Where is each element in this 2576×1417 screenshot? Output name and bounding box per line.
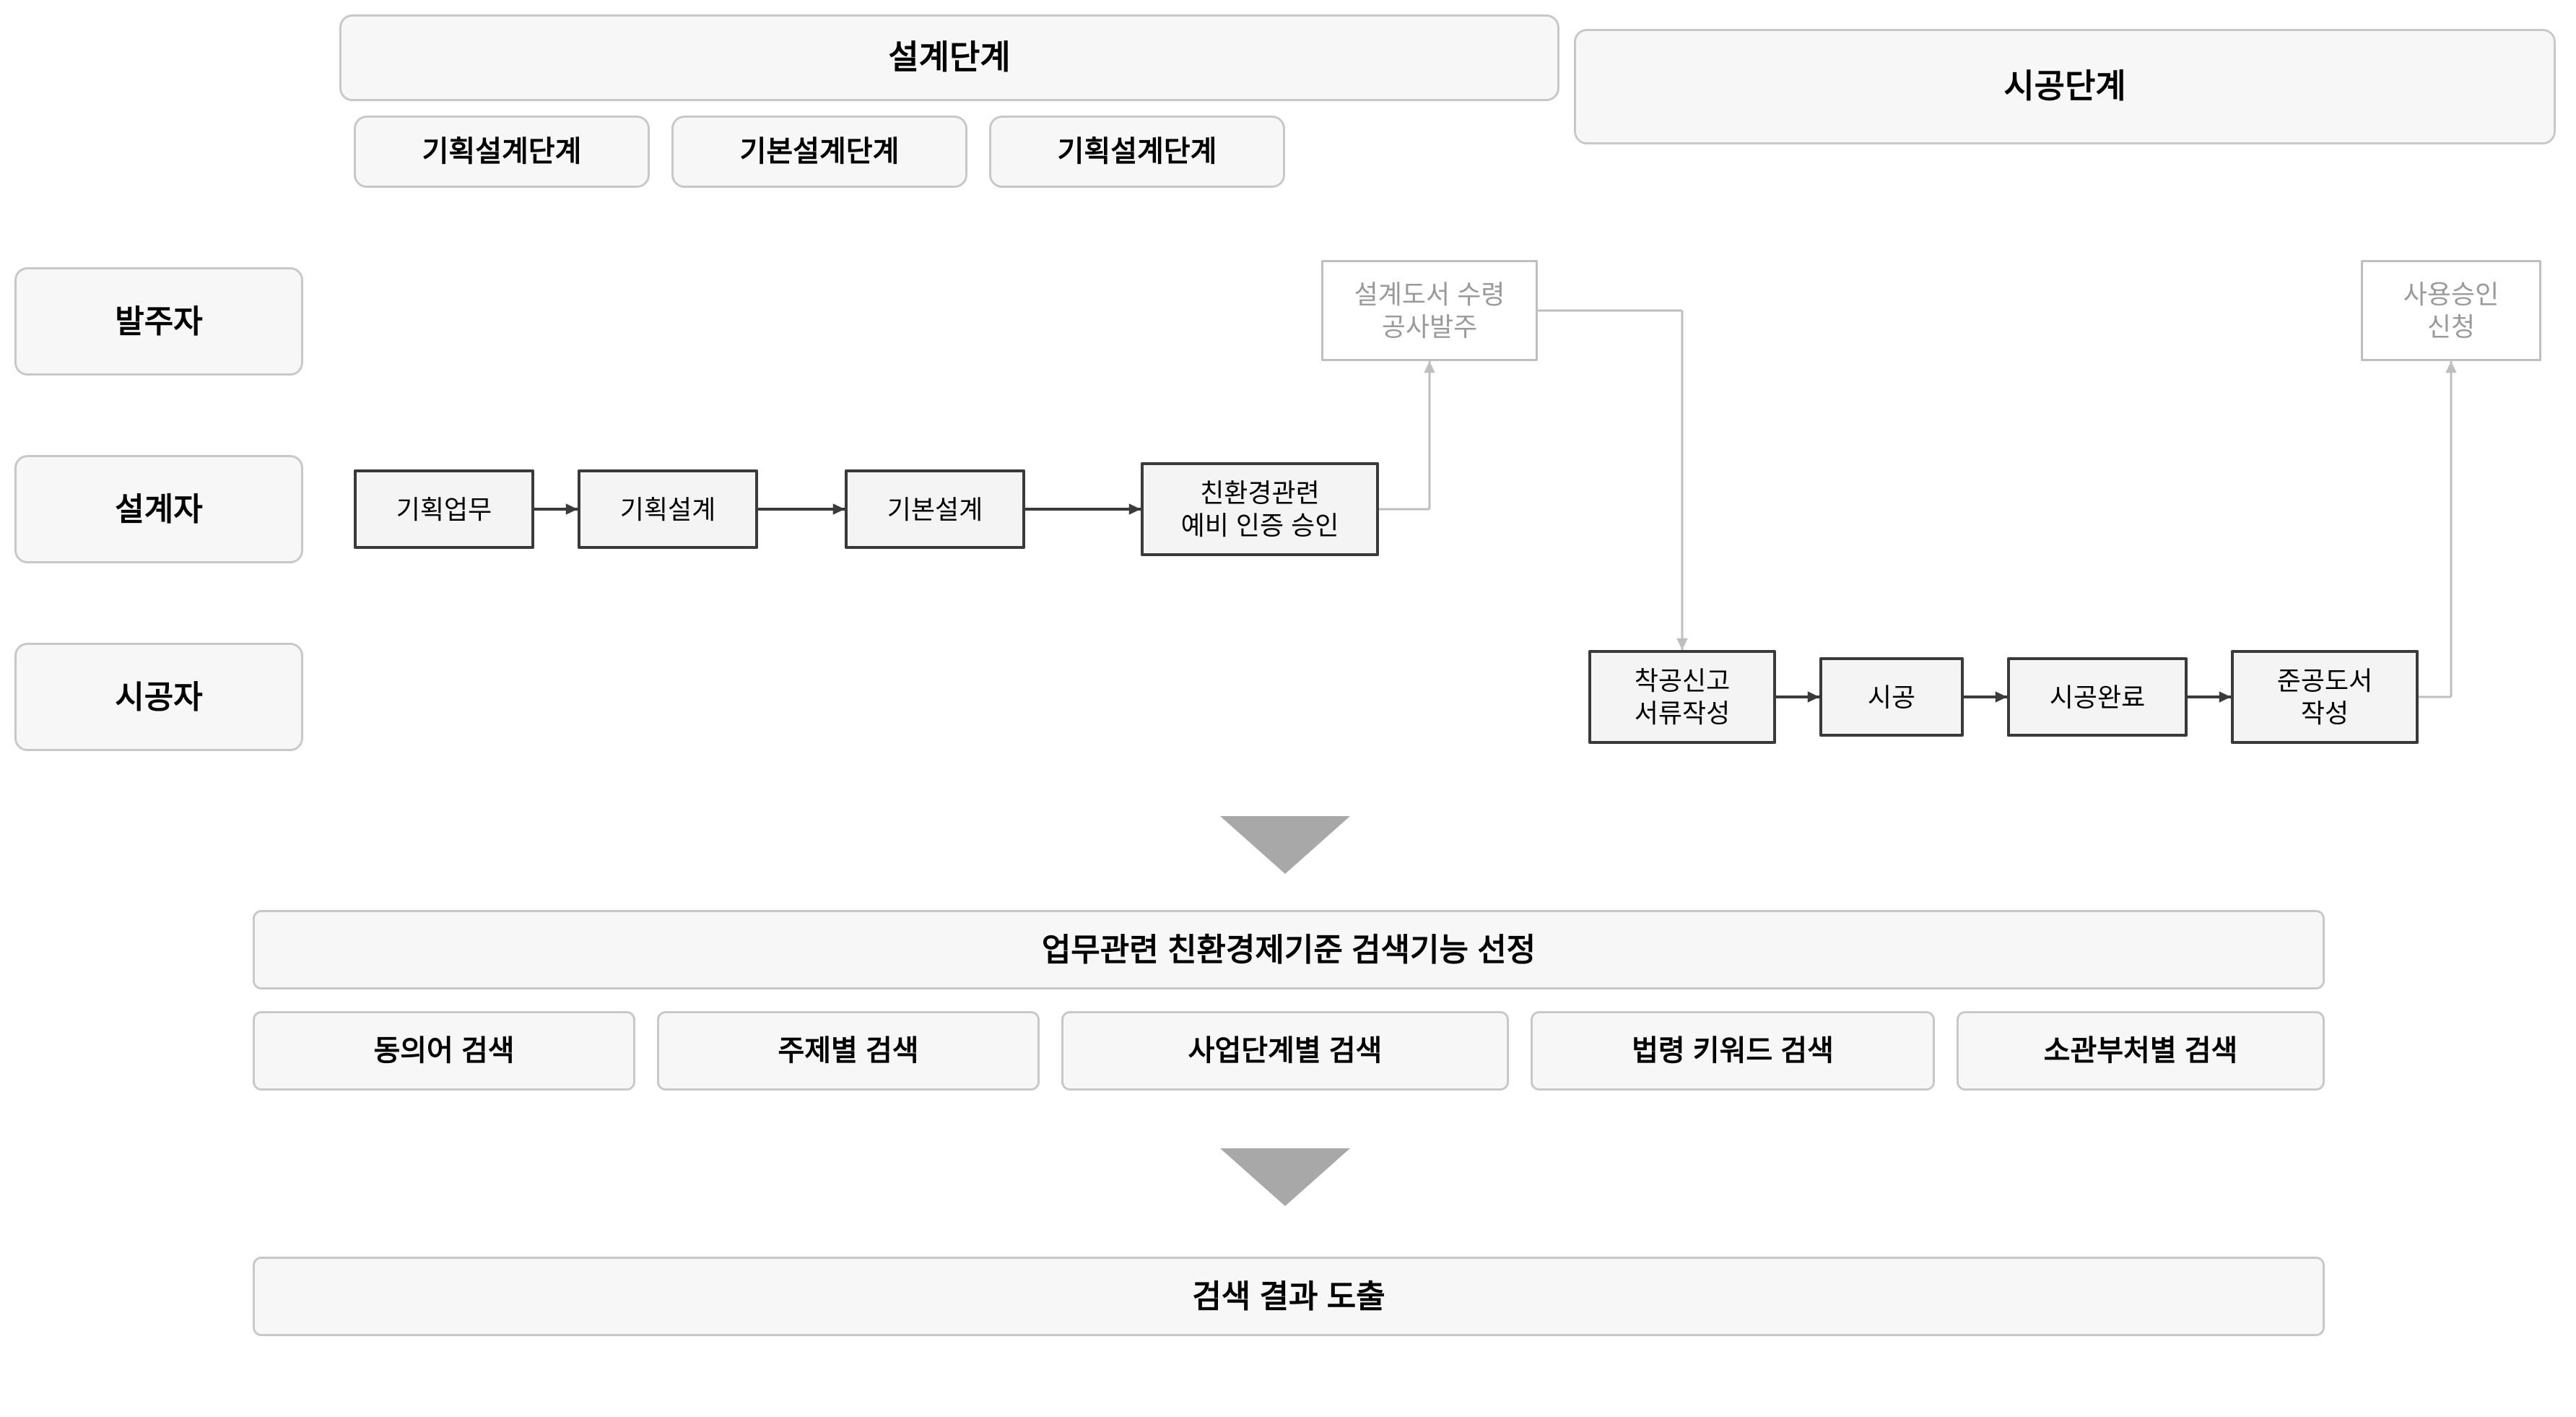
p-planwork: 기획업무 (354, 469, 534, 549)
role-designer: 설계자 (14, 455, 303, 563)
role-owner: 발주자 (14, 267, 303, 376)
sub-plan1: 기획설계단계 (354, 116, 650, 188)
result: 검색 결과 도출 (253, 1257, 2325, 1336)
ghost-receive: 설계도서 수령 공사발주 (1321, 260, 1538, 361)
opt-law: 법령 키워드 검색 (1531, 1011, 1935, 1091)
phase-design: 설계단계 (339, 14, 1559, 101)
role-builder: 시공자 (14, 643, 303, 751)
diagram-canvas: 설계단계시공단계기획설계단계 기본설계단계 기획설계단계발주자설계자시공자 설계도서 … (0, 0, 2576, 1417)
opt-stage: 사업단계별 검색 (1061, 1011, 1509, 1091)
c-done: 시공완료 (2007, 657, 2188, 737)
phase-construct: 시공단계 (1574, 29, 2556, 144)
flow-triangle-icon (1220, 816, 1350, 874)
p-plandesign: 기획설계 (578, 469, 758, 549)
opt-dept: 소관부처별 검색 (1957, 1011, 2325, 1091)
flow-triangle-icon (1220, 1148, 1350, 1206)
search-title: 업무관련 친환경제기준 검색기능 선정 (253, 910, 2325, 989)
opt-syn: 동의어 검색 (253, 1011, 635, 1091)
sub-plan2: 기획설계단계 (989, 116, 1285, 188)
c-final: 준공도서 작성 (2231, 650, 2419, 744)
c-build: 시공 (1819, 657, 1964, 737)
sub-basic: 기본설계단계 (671, 116, 967, 188)
opt-topic: 주제별 검색 (657, 1011, 1040, 1091)
c-start: 착공신고 서류작성 (1588, 650, 1776, 744)
p-basicdesign: 기본설계 (845, 469, 1025, 549)
p-eco: 친환경관련 예비 인증 승인 (1141, 462, 1379, 556)
ghost-approval: 사용승인 신청 (2361, 260, 2541, 361)
